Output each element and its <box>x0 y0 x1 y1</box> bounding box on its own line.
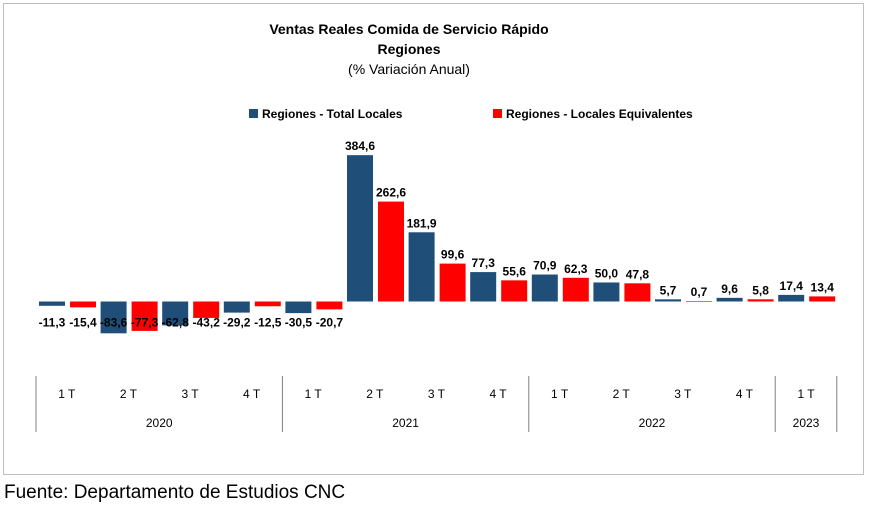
bar-total-locales-7 <box>470 272 497 302</box>
category-tick-label-0: 1 T <box>58 387 76 401</box>
bar-locales-equivalentes-11 <box>747 299 774 302</box>
year-label-2023: 2023 <box>793 416 820 430</box>
bar-total-locales-1 <box>100 301 127 334</box>
legend-label-total-locales: Regiones - Total Locales <box>262 107 403 121</box>
category-tick-label-8: 1 T <box>551 387 569 401</box>
data-label-total-locales-2: -62,8 <box>162 316 190 330</box>
category-tick-label-5: 2 T <box>366 387 384 401</box>
data-label-total-locales-11: 9,6 <box>721 282 738 296</box>
data-label-total-locales-0: -11,3 <box>39 316 66 330</box>
data-label-total-locales-5: 384,6 <box>345 139 375 153</box>
year-label-2022: 2022 <box>639 416 666 430</box>
data-label-locales-equivalentes-6: 99,6 <box>441 248 465 262</box>
category-tick-label-11: 4 T <box>736 387 754 401</box>
chart-legend: Regiones - Total Locales Regiones - Loca… <box>249 107 693 121</box>
data-label-total-locales-6: 181,9 <box>407 216 437 230</box>
bar-locales-equivalentes-9 <box>624 283 651 302</box>
legend-swatch-total-locales <box>249 109 258 118</box>
data-label-total-locales-8: 70,9 <box>533 259 557 273</box>
data-label-locales-equivalentes-4: -20,7 <box>316 316 344 330</box>
data-label-locales-equivalentes-9: 47,8 <box>626 267 650 281</box>
data-label-total-locales-1: -83,6 <box>100 316 128 330</box>
category-tick-label-6: 3 T <box>428 387 446 401</box>
data-label-total-locales-12: 17,4 <box>780 279 804 293</box>
data-label-total-locales-10: 5,7 <box>660 283 677 297</box>
data-label-locales-equivalentes-3: -12,5 <box>254 316 282 330</box>
bar-locales-equivalentes-3 <box>254 301 281 307</box>
bar-total-locales-12 <box>778 294 805 302</box>
category-tick-label-12: 1 T <box>797 387 815 401</box>
bar-total-locales-0 <box>39 301 65 306</box>
bar-total-locales-5 <box>347 155 373 302</box>
bar-total-locales-6 <box>408 232 435 302</box>
bars-layer <box>39 155 836 334</box>
bar-locales-equivalentes-4 <box>316 301 343 310</box>
bar-total-locales-9 <box>593 282 620 302</box>
data-label-locales-equivalentes-5: 262,6 <box>376 186 406 200</box>
category-axis: 1 T 2 T 3 T 4 T 1 T 2 T 3 T 4 T 1 T 2 T 3 T 4 T 1 T 2… <box>35 376 838 432</box>
data-label-locales-equivalentes-8: 62,3 <box>564 262 588 276</box>
bar-total-locales-4 <box>285 301 312 314</box>
source-note: Fuente: Departamento de Estudios CNC <box>4 482 346 503</box>
bar-locales-equivalentes-2 <box>193 301 220 318</box>
data-label-locales-equivalentes-10: 0,7 <box>691 285 708 299</box>
data-label-total-locales-4: -30,5 <box>285 316 313 330</box>
category-tick-label-3: 4 T <box>243 387 261 401</box>
category-tick-label-4: 1 T <box>305 387 323 401</box>
data-label-locales-equivalentes-7: 55,6 <box>503 264 527 278</box>
bar-total-locales-2 <box>162 301 189 326</box>
category-tick-label-7: 4 T <box>489 387 507 401</box>
data-label-total-locales-9: 50,0 <box>595 266 619 280</box>
chart-frame: Ventas Reales Comida de Servicio Rápido … <box>3 3 864 475</box>
data-label-total-locales-3: -29,2 <box>223 316 251 330</box>
chart-subtitle: Regiones <box>377 41 440 57</box>
year-label-2021: 2021 <box>392 416 419 430</box>
bar-total-locales-3 <box>223 301 250 313</box>
data-label-locales-equivalentes-11: 5,8 <box>752 283 769 297</box>
bar-locales-equivalentes-8 <box>562 277 589 302</box>
chart-unit-note: (% Variación Anual) <box>348 61 470 77</box>
data-labels-layer: -11,3 -15,4 -83,6 -77,3 -62,8 -43,2 -29,2 -12,5… <box>39 139 835 329</box>
bar-total-locales-10 <box>655 299 681 302</box>
category-tick-label-2: 3 T <box>181 387 199 401</box>
data-label-locales-equivalentes-2: -43,2 <box>193 316 221 330</box>
legend-swatch-locales-equivalentes <box>493 109 502 118</box>
bar-locales-equivalentes-0 <box>70 301 96 308</box>
data-label-locales-equivalentes-12: 13,4 <box>811 280 835 294</box>
chart-title: Ventas Reales Comida de Servicio Rápido <box>269 21 548 37</box>
bar-total-locales-11 <box>716 297 743 302</box>
data-label-locales-equivalentes-0: -15,4 <box>69 316 97 330</box>
bar-locales-equivalentes-5 <box>378 201 404 302</box>
bar-locales-equivalentes-1 <box>131 301 158 331</box>
legend-label-locales-equivalentes: Regiones - Locales Equivalentes <box>506 107 693 121</box>
chart-svg: Ventas Reales Comida de Servicio Rápido … <box>35 21 838 432</box>
bar-locales-equivalentes-10 <box>686 301 712 302</box>
data-label-total-locales-7: 77,3 <box>472 256 496 270</box>
category-tick-label-1: 2 T <box>120 387 138 401</box>
bar-locales-equivalentes-12 <box>809 296 836 302</box>
year-label-2020: 2020 <box>146 416 173 430</box>
category-tick-label-10: 3 T <box>674 387 692 401</box>
bar-locales-equivalentes-7 <box>501 280 528 302</box>
category-tick-label-9: 2 T <box>613 387 631 401</box>
bar-locales-equivalentes-6 <box>439 263 466 302</box>
data-label-locales-equivalentes-1: -77,3 <box>131 316 159 330</box>
bar-total-locales-8 <box>531 274 558 302</box>
